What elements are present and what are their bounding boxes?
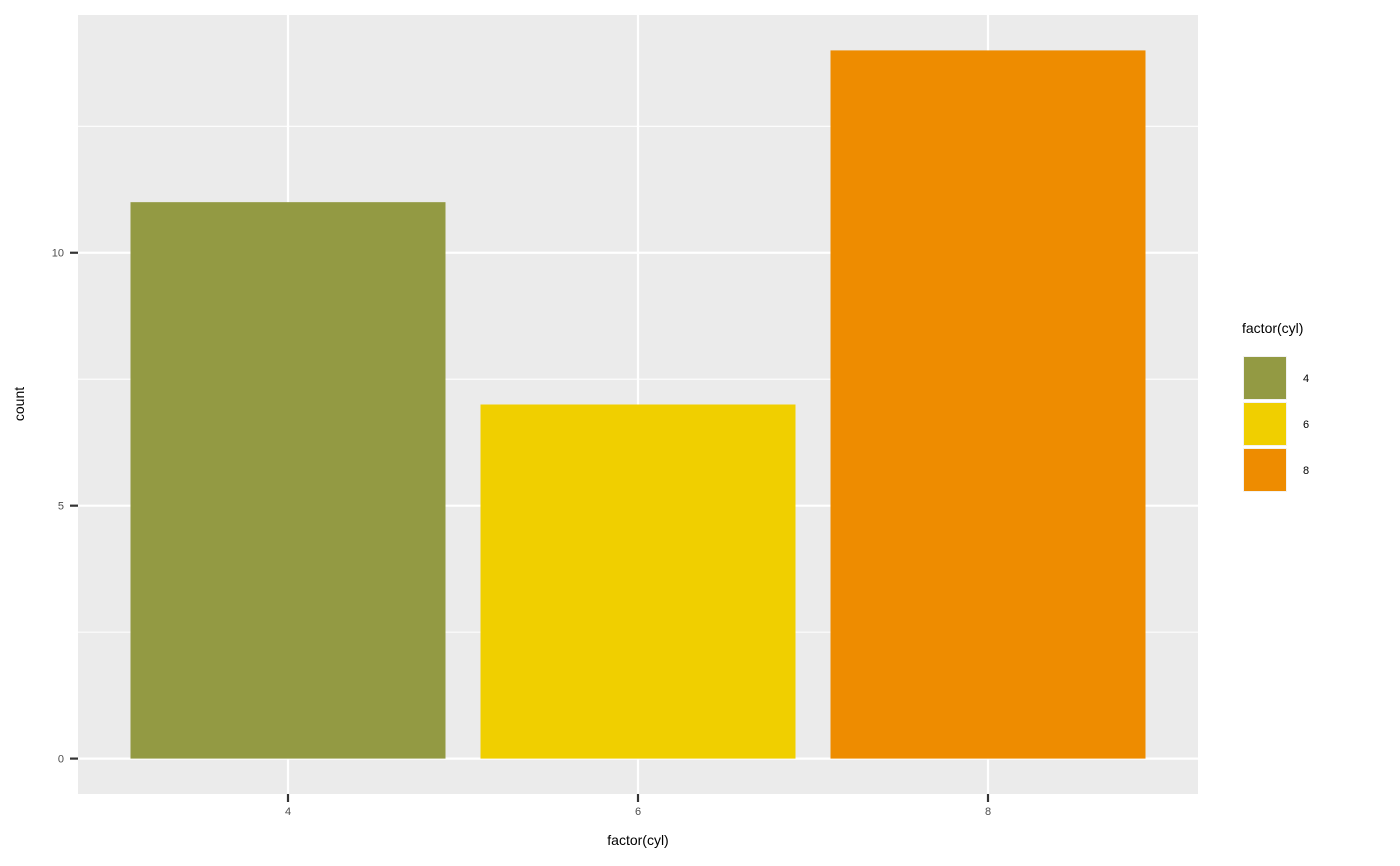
x-tick-label: 6 — [635, 806, 641, 818]
legend: factor(cyl) 4 6 8 — [1242, 320, 1309, 492]
legend-label: 6 — [1303, 419, 1309, 431]
x-axis-label: factor(cyl) — [607, 832, 668, 848]
legend-title: factor(cyl) — [1242, 320, 1303, 336]
legend-key-8 — [1244, 449, 1286, 491]
y-tick-label: 10 — [52, 248, 64, 260]
x-tick-label: 8 — [985, 806, 991, 818]
bar-6 — [480, 404, 796, 759]
x-axis: 4 6 8 — [285, 794, 991, 818]
bar-8 — [830, 50, 1146, 759]
y-axis: 0 5 10 — [52, 248, 78, 766]
bars — [130, 50, 1146, 759]
legend-label: 8 — [1303, 465, 1309, 477]
legend-label: 4 — [1303, 373, 1309, 385]
y-axis-label: count — [11, 387, 27, 421]
bar-4 — [130, 202, 446, 759]
y-tick-label: 0 — [58, 754, 64, 766]
x-tick-label: 4 — [285, 806, 291, 818]
legend-key-6 — [1244, 403, 1286, 445]
y-tick-label: 5 — [58, 501, 64, 513]
legend-key-4 — [1244, 357, 1286, 399]
